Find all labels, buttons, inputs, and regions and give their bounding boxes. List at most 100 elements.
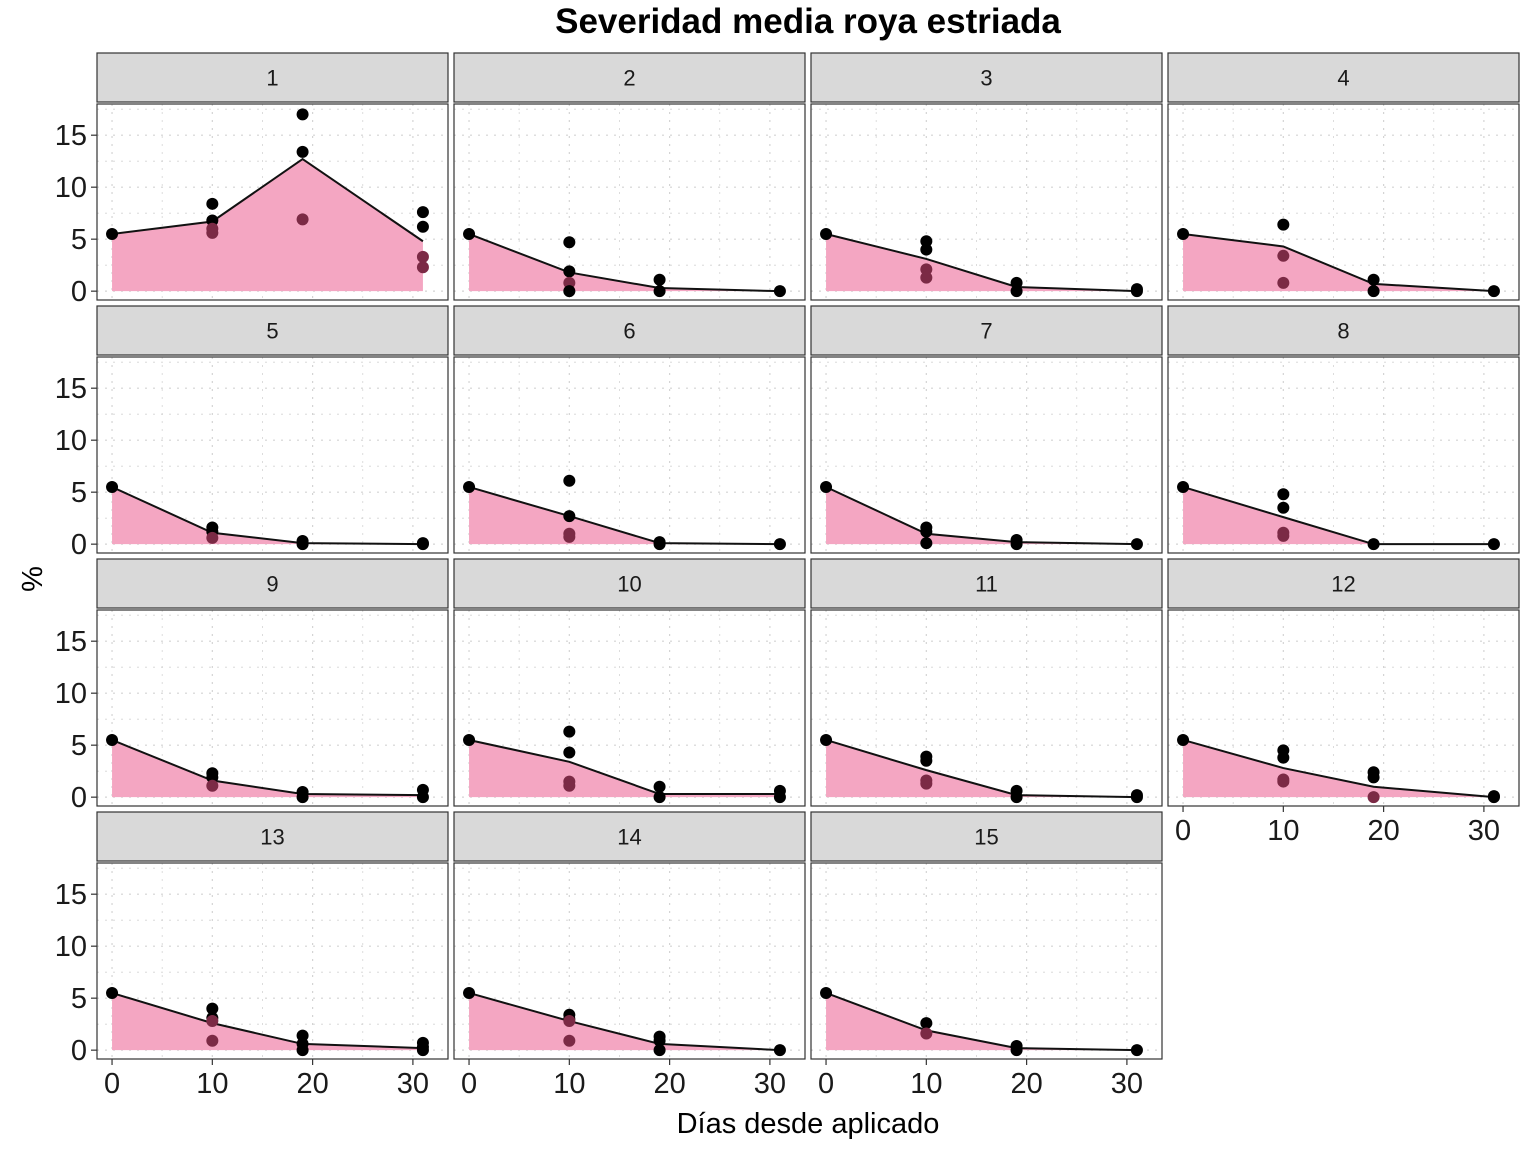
data-point bbox=[920, 537, 933, 550]
data-point bbox=[563, 779, 576, 792]
data-point bbox=[463, 480, 476, 493]
data-point bbox=[206, 1034, 219, 1047]
x-tick-label: 0 bbox=[104, 1068, 120, 1100]
data-point bbox=[773, 538, 786, 551]
data-point bbox=[1487, 285, 1500, 298]
mean-line bbox=[468, 992, 780, 1052]
facet-strip-label: 4 bbox=[1337, 66, 1349, 91]
data-point bbox=[1277, 501, 1290, 514]
data-point bbox=[206, 531, 219, 544]
y-tick-label: 5 bbox=[71, 730, 87, 762]
data-point bbox=[206, 771, 219, 784]
x-tick-label: 30 bbox=[397, 1068, 429, 1100]
data-point bbox=[1487, 791, 1500, 804]
x-tick-label: 30 bbox=[1468, 815, 1500, 847]
data-point bbox=[563, 265, 576, 278]
facet-strip-label: 8 bbox=[1337, 319, 1349, 344]
data-point bbox=[1367, 273, 1380, 286]
data-point bbox=[1010, 538, 1023, 551]
data-point bbox=[296, 1029, 309, 1042]
data-point bbox=[920, 777, 933, 790]
data-point bbox=[1367, 538, 1380, 551]
x-axis-label: Días desde aplicado bbox=[677, 1108, 940, 1140]
data-point bbox=[1277, 249, 1290, 262]
x-tick-label: 10 bbox=[196, 1068, 228, 1100]
data-point bbox=[416, 791, 429, 804]
panel-border bbox=[1167, 609, 1520, 807]
data-point bbox=[1130, 285, 1143, 298]
panel-border bbox=[1167, 356, 1520, 554]
data-point bbox=[920, 1027, 933, 1040]
facet-panel-6: 6 bbox=[453, 305, 806, 554]
mean-line bbox=[468, 486, 780, 546]
facet-strip bbox=[1167, 52, 1520, 103]
data-point bbox=[773, 1044, 786, 1057]
facet-strip-label: 12 bbox=[1331, 572, 1355, 597]
y-tick-label: 5 bbox=[71, 477, 87, 509]
facet-strip-label: 10 bbox=[617, 572, 641, 597]
x-tick-label: 0 bbox=[818, 1068, 834, 1100]
panel-border bbox=[453, 862, 806, 1060]
facet-strip bbox=[96, 52, 449, 103]
mean-area bbox=[826, 739, 1137, 798]
data-point bbox=[920, 243, 933, 256]
facet-strip-label: 6 bbox=[623, 319, 635, 344]
facet-strip bbox=[453, 305, 806, 356]
facet-strip-label: 15 bbox=[974, 825, 998, 850]
data-point bbox=[206, 197, 219, 210]
panel-border bbox=[453, 609, 806, 807]
facet-strip bbox=[810, 811, 1163, 862]
data-point bbox=[416, 220, 429, 233]
facet-strip bbox=[96, 558, 449, 609]
y-axis-label: % bbox=[17, 566, 49, 592]
data-point bbox=[563, 725, 576, 738]
facet-panel-14: 14 0 10 20 30 bbox=[453, 811, 806, 1100]
y-tick-label: 0 bbox=[71, 529, 87, 561]
facet-panel-2: 2 bbox=[453, 52, 806, 301]
facet-strip bbox=[1167, 305, 1520, 356]
facet-strip bbox=[453, 52, 806, 103]
data-point bbox=[463, 733, 476, 746]
y-tick-label: 10 bbox=[55, 172, 87, 204]
data-point bbox=[296, 145, 309, 158]
y-tick-label: 5 bbox=[71, 224, 87, 256]
facet-strip bbox=[1167, 558, 1520, 609]
facet-strip bbox=[96, 305, 449, 356]
panel-border bbox=[96, 356, 449, 554]
facet-panel-3: 3 bbox=[810, 52, 1163, 301]
facet-strip bbox=[453, 811, 806, 862]
data-point bbox=[296, 791, 309, 804]
facet-strip bbox=[810, 305, 1163, 356]
data-point bbox=[416, 250, 429, 263]
y-tick-label: 15 bbox=[55, 373, 87, 405]
mean-line bbox=[111, 157, 424, 243]
facet-panel-5: 5 0 5 10 15 bbox=[55, 305, 449, 561]
facet-panel-12: 12 0 10 20 30 bbox=[1167, 558, 1520, 847]
facet-panel-10: 10 bbox=[453, 558, 806, 807]
data-point bbox=[563, 510, 576, 523]
data-point bbox=[1130, 1044, 1143, 1057]
facet-panel-7: 7 bbox=[810, 305, 1163, 554]
data-point bbox=[1277, 488, 1290, 501]
facet-strip-label: 3 bbox=[980, 66, 992, 91]
data-point bbox=[296, 538, 309, 551]
mean-area bbox=[1183, 233, 1494, 292]
panel-border bbox=[810, 356, 1163, 554]
data-point bbox=[206, 226, 219, 239]
y-tick-label: 15 bbox=[55, 626, 87, 658]
facet-panel-4: 4 bbox=[1167, 52, 1520, 301]
data-point bbox=[1010, 791, 1023, 804]
data-point bbox=[206, 214, 219, 227]
data-point bbox=[1277, 529, 1290, 542]
mean-line bbox=[468, 233, 780, 293]
data-point bbox=[206, 1015, 219, 1028]
data-point bbox=[1177, 480, 1190, 493]
y-tick-label: 10 bbox=[55, 931, 87, 963]
mean-area bbox=[469, 739, 780, 798]
data-point bbox=[1130, 538, 1143, 551]
data-point bbox=[920, 271, 933, 284]
chart-title: Severidad media roya estriada bbox=[555, 2, 1061, 41]
data-point bbox=[920, 525, 933, 538]
facet-strip-label: 11 bbox=[975, 572, 998, 597]
